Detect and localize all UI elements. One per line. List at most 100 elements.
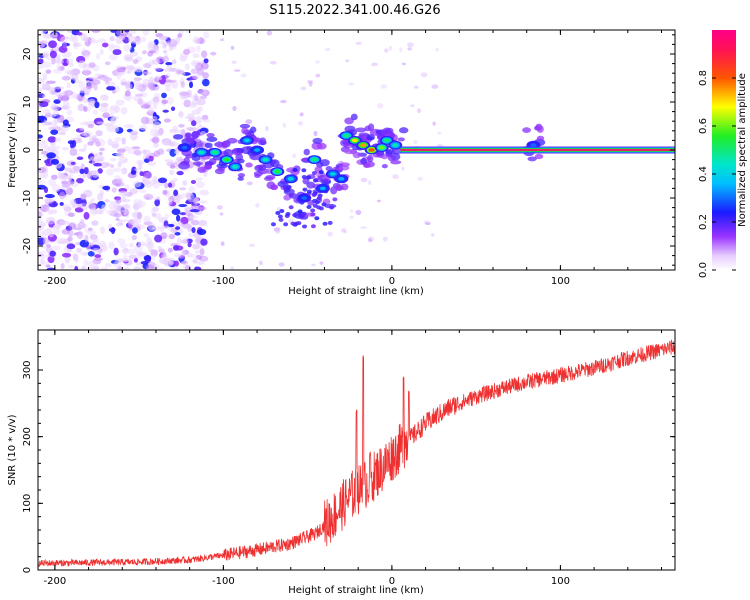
- noise-blob: [114, 175, 121, 180]
- x-tick-label: -100: [212, 276, 235, 287]
- signal-haze: [310, 212, 316, 217]
- noise-blob: [95, 130, 103, 137]
- noise-blob: [176, 170, 184, 176]
- noise-blob: [200, 62, 209, 70]
- noise-blob: [156, 76, 163, 81]
- colorbar-tick-label: 0.2: [698, 214, 709, 230]
- noise-blob: [88, 76, 99, 80]
- noise-blob: [42, 61, 52, 68]
- noise-blob: [84, 234, 89, 243]
- signal-blob: [360, 143, 367, 147]
- noise-blob: [47, 210, 53, 216]
- noise-blob: [59, 220, 70, 226]
- signal-haze: [292, 213, 298, 218]
- noise-blob: [99, 107, 109, 113]
- signal-haze: [312, 198, 318, 203]
- noise-blob: [106, 168, 114, 176]
- noise-blob: [315, 60, 320, 64]
- noise-blob: [87, 123, 95, 129]
- noise-blob: [95, 53, 101, 60]
- noise-blob: [114, 258, 124, 264]
- noise-blob: [77, 94, 84, 102]
- snr-panel: -200 -100 0 100 0 100 200 300 Height of straig…: [7, 329, 676, 596]
- noise-blob: [119, 242, 128, 249]
- signal-blob: [378, 145, 385, 150]
- y-tick-label: 200: [22, 427, 33, 446]
- noise-blob: [179, 187, 187, 191]
- noise-blob: [86, 260, 96, 267]
- noise-blob: [99, 147, 105, 152]
- noise-blob: [92, 238, 100, 243]
- noise-blob: [87, 141, 94, 146]
- noise-blob: [319, 261, 324, 265]
- noise-blob: [167, 199, 173, 205]
- noise-blob: [87, 227, 93, 231]
- noise-blob: [68, 170, 79, 174]
- noise-blob: [166, 64, 173, 70]
- noise-blob: [157, 245, 163, 250]
- signal-haze: [275, 210, 281, 215]
- noise-blob: [85, 84, 93, 90]
- noise-blob: [194, 250, 200, 254]
- noise-blob: [61, 228, 71, 235]
- signal-haze: [191, 130, 199, 139]
- noise-blob: [173, 189, 179, 197]
- noise-blob: [431, 232, 435, 237]
- noise-blob: [50, 33, 58, 39]
- noise-blob: [172, 59, 177, 65]
- noise-blob: [137, 251, 148, 257]
- noise-blob: [183, 48, 191, 55]
- noise-blob: [45, 80, 56, 84]
- noise-blob: [143, 171, 153, 179]
- noise-blob: [132, 227, 138, 234]
- noise-blob: [38, 226, 43, 232]
- noise-blob: [58, 131, 67, 136]
- noise-blob: [78, 81, 86, 89]
- noise-blob: [48, 40, 57, 49]
- noise-blob: [199, 131, 207, 136]
- noise-blob: [383, 48, 389, 53]
- noise-blob: [300, 86, 307, 91]
- noise-blob: [196, 177, 203, 182]
- noise-blob: [190, 179, 197, 185]
- noise-blob: [195, 254, 203, 260]
- signal-haze: [208, 158, 217, 165]
- signal-blob: [211, 150, 218, 155]
- noise-blob: [313, 130, 318, 137]
- noise-blob: [102, 185, 111, 191]
- noise-blob: [94, 254, 102, 259]
- noise-blob: [407, 42, 414, 48]
- signal-haze: [344, 149, 355, 155]
- signal-haze: [302, 187, 308, 192]
- noise-blob: [99, 161, 110, 169]
- signal-haze: [197, 166, 207, 173]
- noise-blob: [147, 107, 154, 114]
- noise-blob: [48, 178, 56, 187]
- signal-haze: [306, 204, 312, 209]
- signal-haze: [282, 185, 288, 190]
- noise-blob: [410, 104, 415, 107]
- noise-blob: [324, 47, 331, 52]
- signal-haze: [237, 173, 246, 178]
- noise-blob: [158, 35, 169, 41]
- noise-blob: [42, 94, 47, 98]
- noise-blob: [56, 59, 64, 65]
- x-tick-label: 0: [389, 576, 395, 587]
- noise-blob: [147, 223, 156, 232]
- noise-blob: [109, 104, 120, 111]
- noise-blob: [94, 73, 103, 77]
- noise-blob: [169, 169, 175, 176]
- noise-blob: [66, 109, 73, 116]
- noise-blob: [164, 118, 171, 123]
- y-tick-label: 10: [22, 96, 33, 109]
- noise-blob: [67, 264, 74, 268]
- signal-haze: [241, 127, 249, 135]
- noise-blob: [197, 68, 205, 76]
- noise-blob: [83, 211, 90, 220]
- signal-haze: [277, 214, 283, 219]
- signal-blob: [392, 143, 399, 147]
- colorbar-tick-label: 0.4: [698, 166, 709, 182]
- noise-blob: [69, 198, 77, 207]
- signal-blob: [181, 145, 188, 150]
- signal-haze: [350, 113, 358, 121]
